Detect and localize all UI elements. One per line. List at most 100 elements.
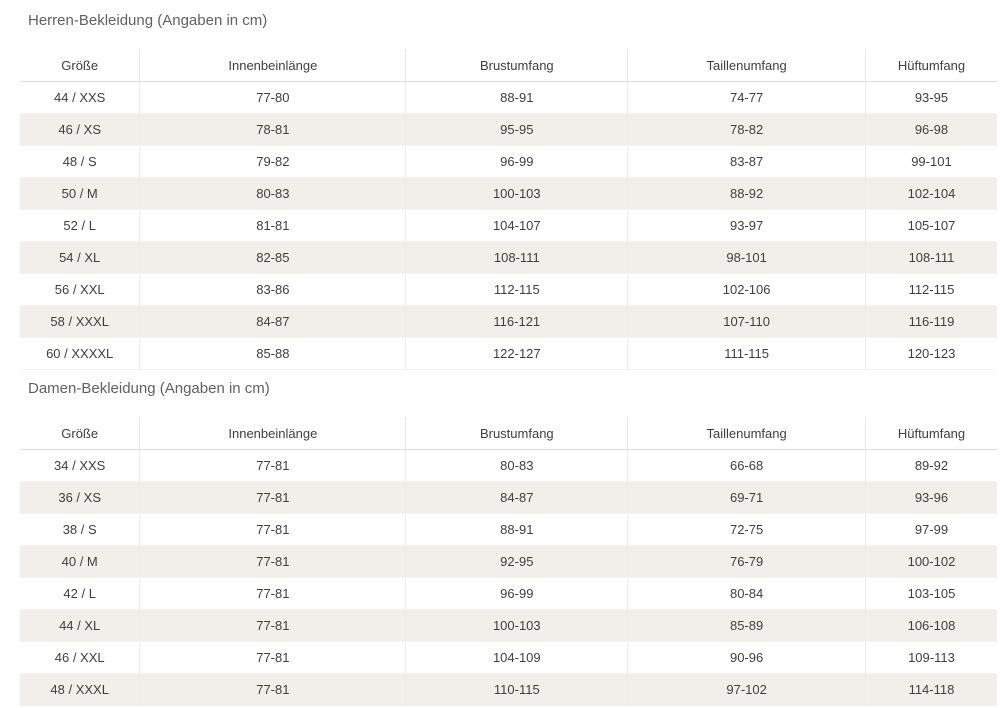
measurement-cell: 106-108 <box>865 609 997 642</box>
table-row: 52 / L 81-81 104-107 93-97 105-107 <box>20 209 997 242</box>
size-cell: 42 / L <box>20 577 141 610</box>
measurement-cell: 100-103 <box>405 609 629 642</box>
table-row: 46 / XXL 77-81 104-109 90-96 109-113 <box>20 641 997 674</box>
column-header: Hüftumfang <box>865 49 997 82</box>
header-row: Größe Innenbeinlänge Brustumfang Taillenumf… <box>20 49 997 82</box>
measurement-cell: 84-87 <box>405 481 629 514</box>
measurement-cell: 108-111 <box>405 241 629 274</box>
measurement-cell: 77-80 <box>139 81 407 114</box>
measurement-cell: 77-81 <box>139 449 407 482</box>
measurement-cell: 96-99 <box>405 145 629 178</box>
measurement-cell: 112-115 <box>405 273 629 306</box>
size-cell: 44 / XXS <box>20 81 141 114</box>
measurement-cell: 93-95 <box>865 81 997 114</box>
size-cell: 54 / XL <box>20 241 141 274</box>
size-cell: 48 / XXXL <box>20 673 141 706</box>
measurement-cell: 107-110 <box>627 305 866 338</box>
measurement-cell: 84-87 <box>139 305 407 338</box>
measurement-cell: 97-99 <box>865 513 997 546</box>
measurement-cell: 93-96 <box>865 481 997 514</box>
measurement-cell: 83-86 <box>139 273 407 306</box>
size-cell: 36 / XS <box>20 481 141 514</box>
table-row: 60 / XXXXL 85-88 122-127 111-115 120-123 <box>20 337 997 370</box>
table-row: 56 / XXL 83-86 112-115 102-106 112-115 <box>20 273 997 306</box>
measurement-cell: 69-71 <box>627 481 866 514</box>
measurement-cell: 90-96 <box>627 641 866 674</box>
column-header: Innenbeinlänge <box>139 49 407 82</box>
measurement-cell: 76-79 <box>627 545 866 578</box>
measurement-cell: 72-75 <box>627 513 866 546</box>
measurement-cell: 116-121 <box>405 305 629 338</box>
measurement-cell: 83-87 <box>627 145 866 178</box>
measurement-cell: 111-115 <box>627 337 866 370</box>
column-header: Innenbeinlänge <box>139 417 407 450</box>
measurement-cell: 110-115 <box>405 673 629 706</box>
measurement-cell: 81-81 <box>139 209 407 242</box>
size-cell: 56 / XXL <box>20 273 141 306</box>
measurement-cell: 88-91 <box>405 513 629 546</box>
measurement-cell: 74-77 <box>627 81 866 114</box>
table-row: 36 / XS 77-81 84-87 69-71 93-96 <box>20 481 997 514</box>
table-row: 58 / XXXL 84-87 116-121 107-110 116-119 <box>20 305 997 338</box>
measurement-cell: 77-81 <box>139 609 407 642</box>
measurement-cell: 104-109 <box>405 641 629 674</box>
measurement-cell: 85-89 <box>627 609 866 642</box>
size-cell: 46 / XXL <box>20 641 141 674</box>
table-row: 48 / S 79-82 96-99 83-87 99-101 <box>20 145 997 178</box>
mens-clothing-section: Herren-Bekleidung (Angaben in cm) Größe I… <box>20 12 997 370</box>
measurement-cell: 77-81 <box>139 577 407 610</box>
size-cell: 38 / S <box>20 513 141 546</box>
measurement-cell: 66-68 <box>627 449 866 482</box>
size-cell: 50 / M <box>20 177 141 210</box>
column-header: Größe <box>20 49 141 82</box>
measurement-cell: 112-115 <box>865 273 997 306</box>
measurement-cell: 122-127 <box>405 337 629 370</box>
header-row: Größe Innenbeinlänge Brustumfang Taillenumf… <box>20 417 997 450</box>
column-header: Brustumfang <box>405 417 629 450</box>
table-row: 44 / XL 77-81 100-103 85-89 106-108 <box>20 609 997 642</box>
measurement-cell: 105-107 <box>865 209 997 242</box>
measurement-cell: 78-82 <box>627 113 866 146</box>
table-row: 54 / XL 82-85 108-111 98-101 108-111 <box>20 241 997 274</box>
mens-section-title: Herren-Bekleidung (Angaben in cm) <box>28 12 268 29</box>
column-header: Taillenumfang <box>627 49 866 82</box>
table-row: 46 / XS 78-81 95-95 78-82 96-98 <box>20 113 997 146</box>
column-header: Größe <box>20 417 141 450</box>
measurement-cell: 77-81 <box>139 513 407 546</box>
size-cell: 58 / XXXL <box>20 305 141 338</box>
table-row: 40 / M 77-81 92-95 76-79 100-102 <box>20 545 997 578</box>
measurement-cell: 120-123 <box>865 337 997 370</box>
size-cell: 60 / XXXXL <box>20 337 141 370</box>
size-cell: 46 / XS <box>20 113 141 146</box>
womens-section-title: Damen-Bekleidung (Angaben in cm) <box>28 380 270 397</box>
measurement-cell: 77-81 <box>139 641 407 674</box>
table-row: 34 / XXS 77-81 80-83 66-68 89-92 <box>20 449 997 482</box>
womens-size-table: Größe Innenbeinlänge Brustumfang Taillenumf… <box>20 417 997 706</box>
size-cell: 40 / M <box>20 545 141 578</box>
measurement-cell: 80-83 <box>139 177 407 210</box>
measurement-cell: 88-92 <box>627 177 866 210</box>
column-header: Taillenumfang <box>627 417 866 450</box>
size-cell: 48 / S <box>20 145 141 178</box>
measurement-cell: 108-111 <box>865 241 997 274</box>
measurement-cell: 77-81 <box>139 673 407 706</box>
measurement-cell: 78-81 <box>139 113 407 146</box>
table-row: 50 / M 80-83 100-103 88-92 102-104 <box>20 177 997 210</box>
size-cell: 52 / L <box>20 209 141 242</box>
measurement-cell: 96-98 <box>865 113 997 146</box>
measurement-cell: 100-103 <box>405 177 629 210</box>
measurement-cell: 93-97 <box>627 209 866 242</box>
measurement-cell: 80-83 <box>405 449 629 482</box>
measurement-cell: 98-101 <box>627 241 866 274</box>
measurement-cell: 82-85 <box>139 241 407 274</box>
measurement-cell: 96-99 <box>405 577 629 610</box>
size-cell: 34 / XXS <box>20 449 141 482</box>
size-cell: 44 / XL <box>20 609 141 642</box>
measurement-cell: 109-113 <box>865 641 997 674</box>
womens-clothing-section: Damen-Bekleidung (Angaben in cm) Größe In… <box>20 380 997 706</box>
measurement-cell: 79-82 <box>139 145 407 178</box>
measurement-cell: 102-106 <box>627 273 866 306</box>
mens-size-table: Größe Innenbeinlänge Brustumfang Taillenumf… <box>20 49 997 370</box>
measurement-cell: 95-95 <box>405 113 629 146</box>
